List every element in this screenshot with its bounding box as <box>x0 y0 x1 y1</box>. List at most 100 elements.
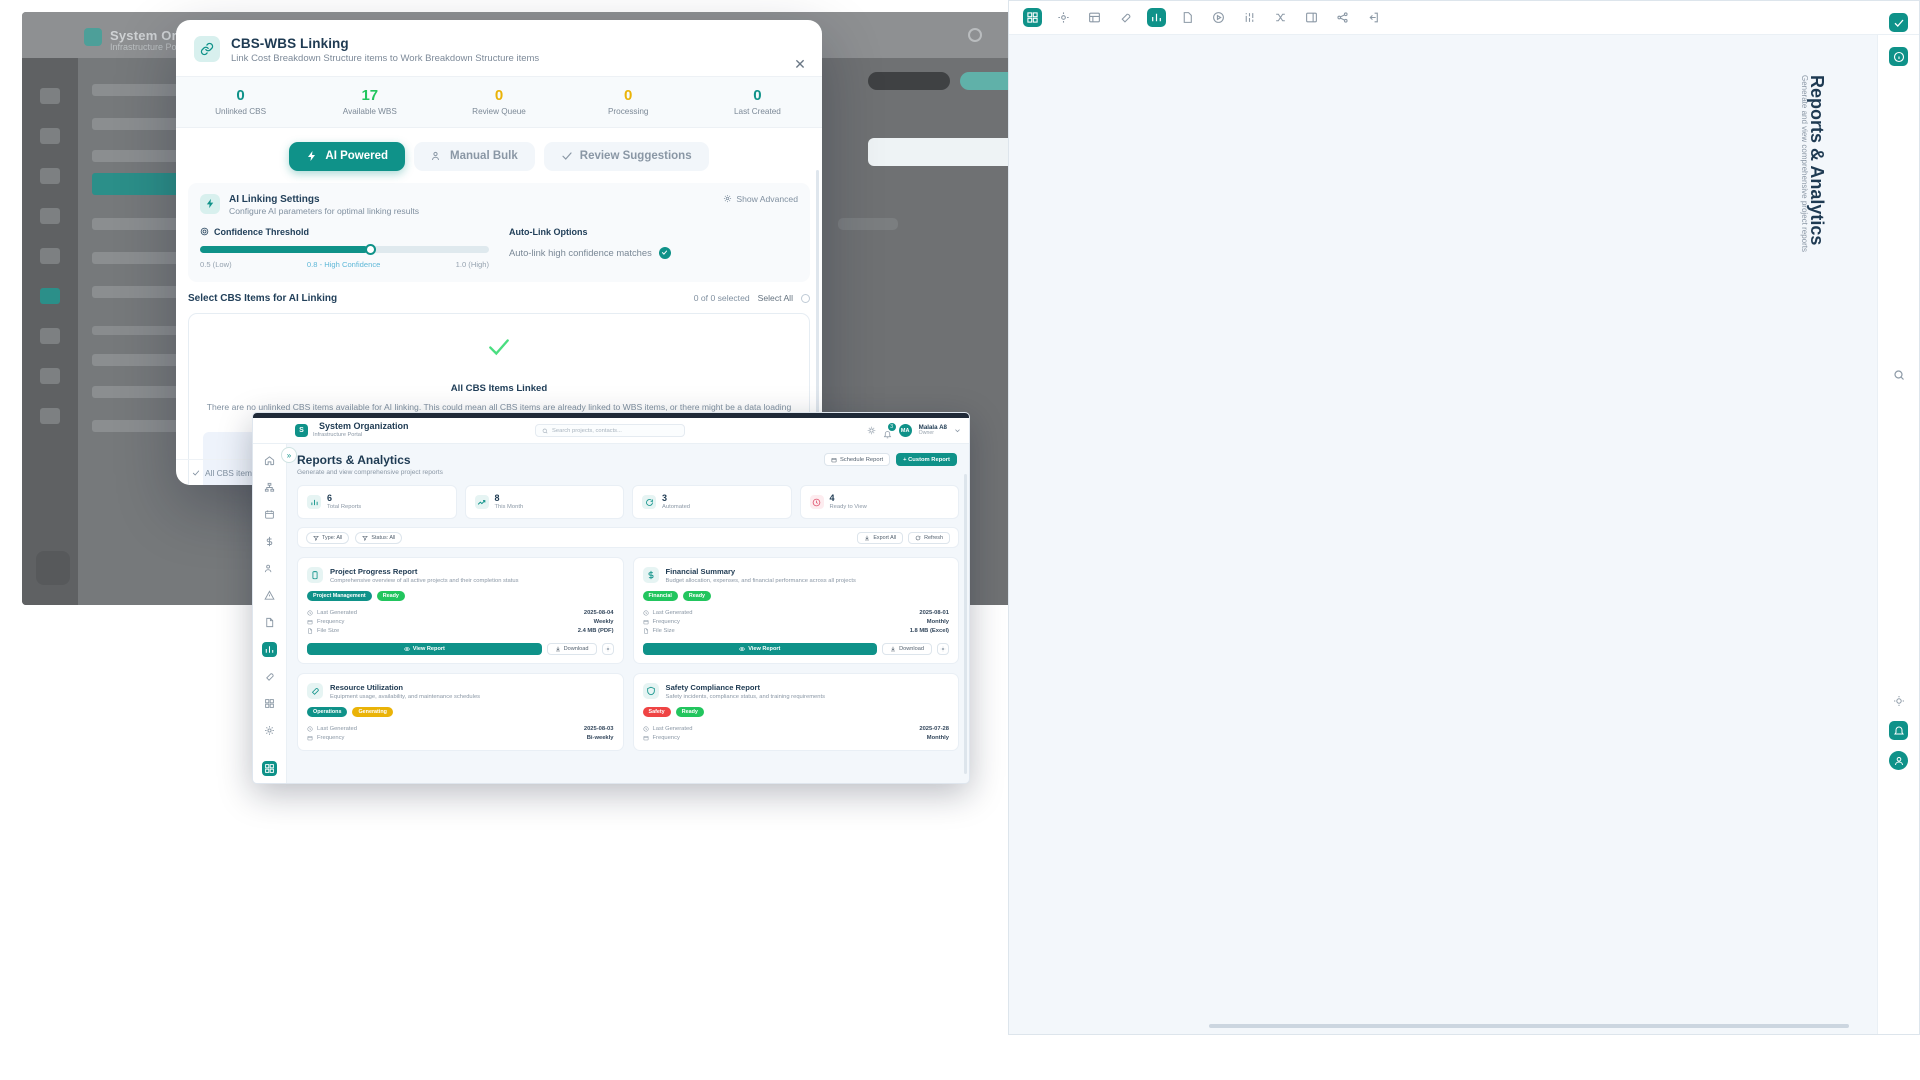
sun-icon[interactable] <box>867 426 876 435</box>
meta-row-frequency: Frequency Weekly <box>307 617 614 626</box>
slider-handle[interactable] <box>364 243 376 255</box>
background-rail-icon[interactable] <box>40 248 60 264</box>
kpi-automated[interactable]: 3 Automated <box>632 485 792 519</box>
background-pill-dark[interactable] <box>868 72 950 90</box>
sidebar-item-tools[interactable] <box>262 669 277 684</box>
report-card[interactable]: Resource Utilization Equipment usage, av… <box>297 673 624 751</box>
show-advanced-button[interactable]: Show Advanced <box>723 194 798 204</box>
wrench-icon[interactable] <box>1116 8 1135 27</box>
background-search-icon[interactable] <box>968 28 982 42</box>
chart-icon[interactable] <box>1147 8 1166 27</box>
kpi-ready-to-view[interactable]: 4 Ready to View <box>799 485 959 519</box>
auto-link-toggle-row[interactable]: Auto-link high confidence matches <box>509 246 798 259</box>
logout-icon[interactable] <box>1364 8 1383 27</box>
view-report-button[interactable]: View Report <box>307 643 542 655</box>
app-logo: S <box>295 424 308 437</box>
sidebar-item-apps[interactable] <box>262 696 277 711</box>
status-badge: Operations <box>307 707 348 717</box>
sidebar-item-settings[interactable] <box>262 723 277 738</box>
tab-ai-powered[interactable]: AI Powered <box>289 141 406 171</box>
refresh-button[interactable]: Refresh <box>908 531 950 544</box>
avatar[interactable]: MA <box>898 424 912 437</box>
kpi-label: Automated <box>662 503 691 510</box>
check-icon <box>562 152 572 161</box>
download-icon <box>891 646 896 652</box>
background-rail-icon[interactable] <box>40 368 60 384</box>
card-settings-button[interactable] <box>601 643 614 655</box>
background-rail-icon-active[interactable] <box>40 288 60 304</box>
report-card[interactable]: Financial Summary Budget allocation, exp… <box>632 557 959 664</box>
bell-icon[interactable] <box>1889 721 1908 740</box>
report-card[interactable]: Project Progress Report Comprehensive ov… <box>297 557 624 664</box>
inner-scrollbar[interactable] <box>964 474 967 774</box>
check-icon[interactable] <box>1889 13 1908 32</box>
confidence-threshold-slider[interactable] <box>200 243 489 255</box>
kpi-this-month[interactable]: 8 This Month <box>464 485 624 519</box>
notifications-button[interactable]: 3 <box>883 423 896 439</box>
stat-value: 0 <box>624 87 633 104</box>
meta-row-file-size: File Size 1.8 MB (Excel) <box>643 626 949 635</box>
check-circle-icon[interactable] <box>658 246 671 259</box>
chevron-down-icon[interactable] <box>954 427 961 434</box>
kpi-total-reports[interactable]: 6 Total Reports <box>297 485 457 519</box>
sidebar-item-schedule[interactable] <box>262 507 277 522</box>
share-icon[interactable] <box>1333 8 1352 27</box>
background-rail-icon[interactable] <box>40 408 60 424</box>
label-text: Auto-Link Options <box>509 226 588 237</box>
inner-window-body: Reports & Analytics Generate and view co… <box>253 444 969 783</box>
sidebar-item-structure[interactable] <box>262 480 277 495</box>
sidebar-item-workspace[interactable] <box>262 761 277 776</box>
background-rail-icon[interactable] <box>40 168 60 184</box>
card-settings-button[interactable] <box>937 643 949 655</box>
background-rail-icon[interactable] <box>40 128 60 144</box>
background-rail-icon[interactable] <box>40 88 60 104</box>
background-block <box>838 218 898 230</box>
download-button[interactable]: Download <box>546 643 597 655</box>
background-rail-icon[interactable] <box>40 208 60 224</box>
panel-icon[interactable] <box>1302 8 1321 27</box>
search-input[interactable]: Search projects, contacts... <box>535 424 685 437</box>
custom-report-button[interactable]: + Custom Report <box>896 453 957 466</box>
system-organization-window[interactable]: S System Organization Infrastructure Por… <box>252 412 970 784</box>
avatar[interactable] <box>1889 751 1908 770</box>
sidebar-item-risk[interactable] <box>262 588 277 603</box>
bolt-icon <box>200 193 220 214</box>
select-all-checkbox[interactable] <box>801 293 810 303</box>
sun-icon[interactable] <box>1889 691 1908 710</box>
rotated-reports-panel[interactable]: Reports & Analytics Generate and view co… <box>1008 0 1920 1035</box>
button-label: View Report <box>412 646 445 652</box>
select-all-button[interactable]: Select All <box>757 293 793 304</box>
sidebar-item-documents[interactable] <box>262 615 277 630</box>
bell-icon <box>883 431 891 439</box>
background-rail-icon[interactable] <box>40 328 60 344</box>
search-icon[interactable] <box>1889 365 1908 384</box>
close-icon[interactable]: ✕ <box>794 56 806 72</box>
tab-review-suggestions[interactable]: Review Suggestions <box>543 141 709 171</box>
rotated-horizontal-scrollbar[interactable] <box>1209 1024 1849 1028</box>
sidebar-item-team[interactable] <box>262 561 277 576</box>
background-rail-settings[interactable] <box>36 551 70 585</box>
document-icon[interactable] <box>1178 8 1197 27</box>
sidebar-item-home[interactable] <box>262 453 277 468</box>
gear-icon[interactable] <box>1054 8 1073 27</box>
layout-icon[interactable] <box>1085 8 1104 27</box>
play-icon[interactable] <box>1209 8 1228 27</box>
modal-scrollbar[interactable] <box>816 170 819 420</box>
shuffle-icon[interactable] <box>1271 8 1290 27</box>
report-card[interactable]: Safety Compliance Report Safety incident… <box>632 673 959 751</box>
sliders-icon[interactable] <box>1240 8 1259 27</box>
view-report-button[interactable]: View Report <box>642 643 878 655</box>
filter-status[interactable]: Status: All <box>355 531 403 544</box>
filter-type[interactable]: Type: All <box>306 531 350 544</box>
info-icon[interactable] <box>1889 47 1908 66</box>
tab-manual-bulk[interactable]: Manual Bulk <box>414 141 535 171</box>
sidebar-item-finance[interactable] <box>262 534 277 549</box>
export-all-button[interactable]: Export All <box>857 531 904 544</box>
sidebar-expand-button[interactable]: » <box>281 447 297 463</box>
status-badge: Safety <box>642 707 671 717</box>
download-button[interactable]: Download <box>882 643 932 655</box>
schedule-report-button[interactable]: Schedule Report <box>823 453 891 466</box>
sidebar-item-reports[interactable] <box>262 642 277 657</box>
grid-icon[interactable] <box>1023 8 1042 27</box>
